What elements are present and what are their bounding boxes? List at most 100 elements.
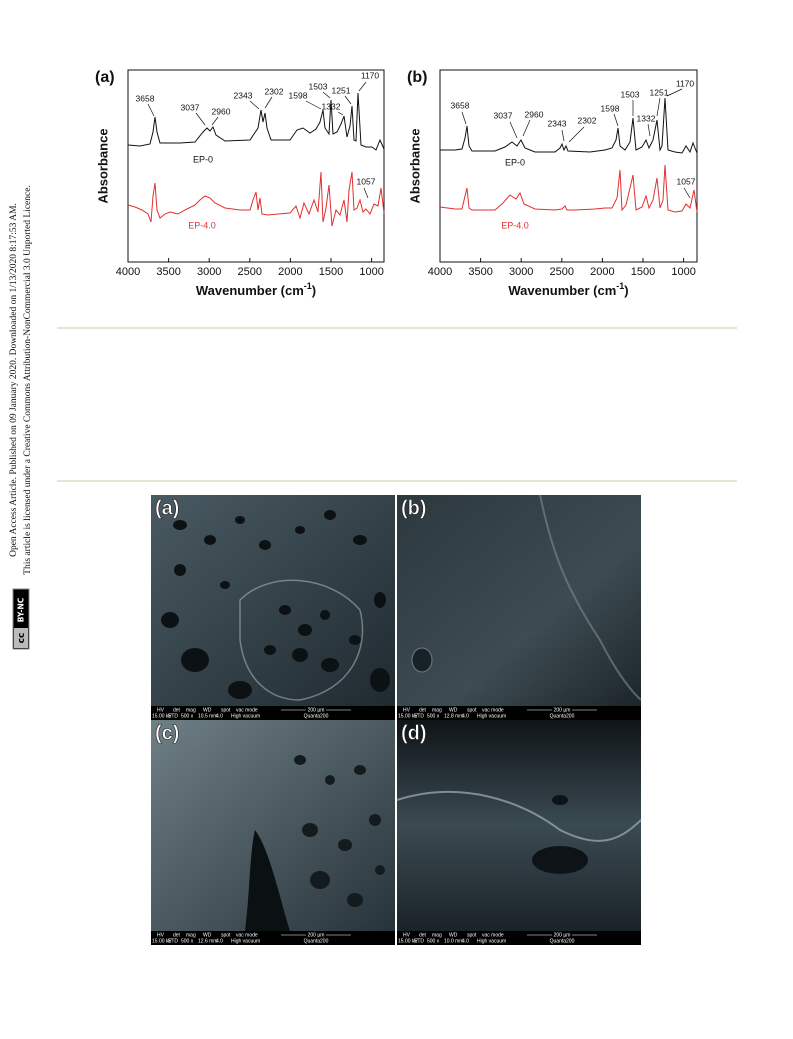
peak-label: 3658 bbox=[451, 100, 470, 110]
info-value: 4.0 bbox=[462, 713, 469, 719]
plot-frame bbox=[439, 69, 698, 263]
info-value: High vacuum bbox=[477, 713, 506, 719]
x-tick-label: 4000 bbox=[428, 266, 452, 278]
info-value: 12.6 mm bbox=[198, 938, 217, 944]
info-value: 500 x bbox=[181, 938, 194, 944]
peak-arrow bbox=[344, 95, 352, 105]
x-axis-label: Wavenumber (cm-1) bbox=[196, 281, 316, 298]
info-header: WD bbox=[449, 932, 458, 938]
pores bbox=[161, 510, 390, 699]
peak-arrow bbox=[249, 100, 260, 110]
peak-arrow bbox=[683, 187, 691, 199]
peak-label: 1503 bbox=[309, 81, 328, 91]
sem-feature bbox=[539, 494, 642, 701]
x-tick-label: 1500 bbox=[631, 266, 655, 278]
peak-label: 2960 bbox=[525, 109, 544, 119]
info-value: Quanta200 bbox=[304, 938, 329, 944]
peak-arrow bbox=[568, 126, 585, 143]
peak-arrow bbox=[363, 187, 369, 199]
info-value: ETD bbox=[414, 713, 424, 719]
sidebar-line: Open Access Article. Published on 09 Jan… bbox=[9, 203, 19, 557]
info-bar bbox=[151, 706, 395, 720]
sem-feature bbox=[245, 830, 290, 931]
info-header: det bbox=[173, 707, 181, 713]
panel-label: (a) bbox=[155, 497, 179, 519]
info-value: High vacuum bbox=[477, 938, 506, 944]
peak-label: 1332 bbox=[322, 101, 341, 111]
sem-feature bbox=[239, 579, 364, 701]
peak-label: 1057 bbox=[677, 176, 696, 186]
info-header: vac mode bbox=[482, 707, 504, 713]
info-value: 15.00 kV bbox=[398, 713, 418, 719]
peak-label: 2302 bbox=[578, 115, 597, 125]
y-axis-label: Absorbance bbox=[95, 128, 110, 203]
x-tick-label: 2500 bbox=[550, 266, 574, 278]
info-value: High vacuum bbox=[231, 938, 260, 944]
info-bar bbox=[397, 706, 641, 720]
x-tick-label: 3500 bbox=[468, 266, 492, 278]
sem-feature bbox=[532, 846, 588, 874]
info-value: 500 x bbox=[427, 938, 440, 944]
series-label: EP-0 bbox=[193, 154, 213, 164]
x-axis-label-part: -1 bbox=[616, 281, 624, 291]
peak-label: 1598 bbox=[601, 103, 620, 113]
info-header: HV bbox=[157, 932, 165, 938]
info-value: High vacuum bbox=[231, 713, 260, 719]
info-header: 200 µm bbox=[308, 707, 325, 713]
peak-label: 3037 bbox=[494, 110, 513, 120]
spectrum-trace bbox=[439, 164, 698, 213]
info-value: 15.00 kV bbox=[152, 713, 172, 719]
info-header: vac mode bbox=[236, 932, 258, 938]
info-value: 15.00 kV bbox=[398, 938, 418, 944]
info-header: vac mode bbox=[482, 932, 504, 938]
x-axis-label: Wavenumber (cm-1) bbox=[508, 281, 628, 298]
badge-cc-box bbox=[14, 628, 28, 648]
sem-background bbox=[151, 495, 395, 706]
sem-feature bbox=[552, 795, 568, 805]
spectrum-trace bbox=[440, 97, 698, 154]
info-header: 200 µm bbox=[554, 932, 571, 938]
peak-label: 1170 bbox=[361, 70, 380, 80]
peak-arrow bbox=[195, 112, 206, 126]
info-header: HV bbox=[157, 707, 165, 713]
sidebar-line: This article is licensed under a Creativ… bbox=[23, 185, 33, 575]
peak-arrow bbox=[305, 100, 322, 110]
pores bbox=[294, 755, 385, 907]
panel-label: (d) bbox=[401, 722, 427, 744]
sem-feature bbox=[411, 647, 433, 673]
info-header: WD bbox=[449, 707, 458, 713]
info-header: 200 µm bbox=[554, 707, 571, 713]
info-header: HV bbox=[403, 932, 411, 938]
x-axis-label-part: ) bbox=[624, 283, 628, 298]
info-value: Quanta200 bbox=[304, 713, 329, 719]
info-value: 15.00 kV bbox=[152, 938, 172, 944]
peak-arrow bbox=[461, 111, 467, 125]
spectrum-trace bbox=[127, 171, 385, 227]
peak-label: 2302 bbox=[265, 86, 284, 96]
sem-image bbox=[151, 720, 395, 931]
plot-frame bbox=[127, 69, 385, 263]
sem-image bbox=[396, 720, 642, 931]
info-header: mag bbox=[186, 707, 196, 713]
peak-label: 3037 bbox=[181, 102, 200, 112]
x-tick-label: 1000 bbox=[359, 266, 383, 278]
sem-feature bbox=[396, 790, 642, 842]
sem-background bbox=[397, 720, 641, 931]
info-value: 4.0 bbox=[216, 713, 223, 719]
peak-arrow bbox=[522, 119, 531, 137]
badge-text: cc bbox=[17, 633, 27, 644]
info-value: Quanta200 bbox=[550, 713, 575, 719]
info-header: mag bbox=[432, 707, 442, 713]
peak-label: 1251 bbox=[332, 85, 351, 95]
info-bar bbox=[151, 931, 395, 945]
peak-arrow bbox=[656, 97, 661, 117]
panel-label: (c) bbox=[155, 722, 179, 744]
info-value: 4.0 bbox=[216, 938, 223, 944]
info-header: 200 µm bbox=[308, 932, 325, 938]
info-header: HV bbox=[403, 707, 411, 713]
info-header: mag bbox=[186, 932, 196, 938]
sidebar: Open Access Article. Published on 09 Jan… bbox=[9, 185, 33, 650]
peak-arrow bbox=[322, 91, 331, 99]
